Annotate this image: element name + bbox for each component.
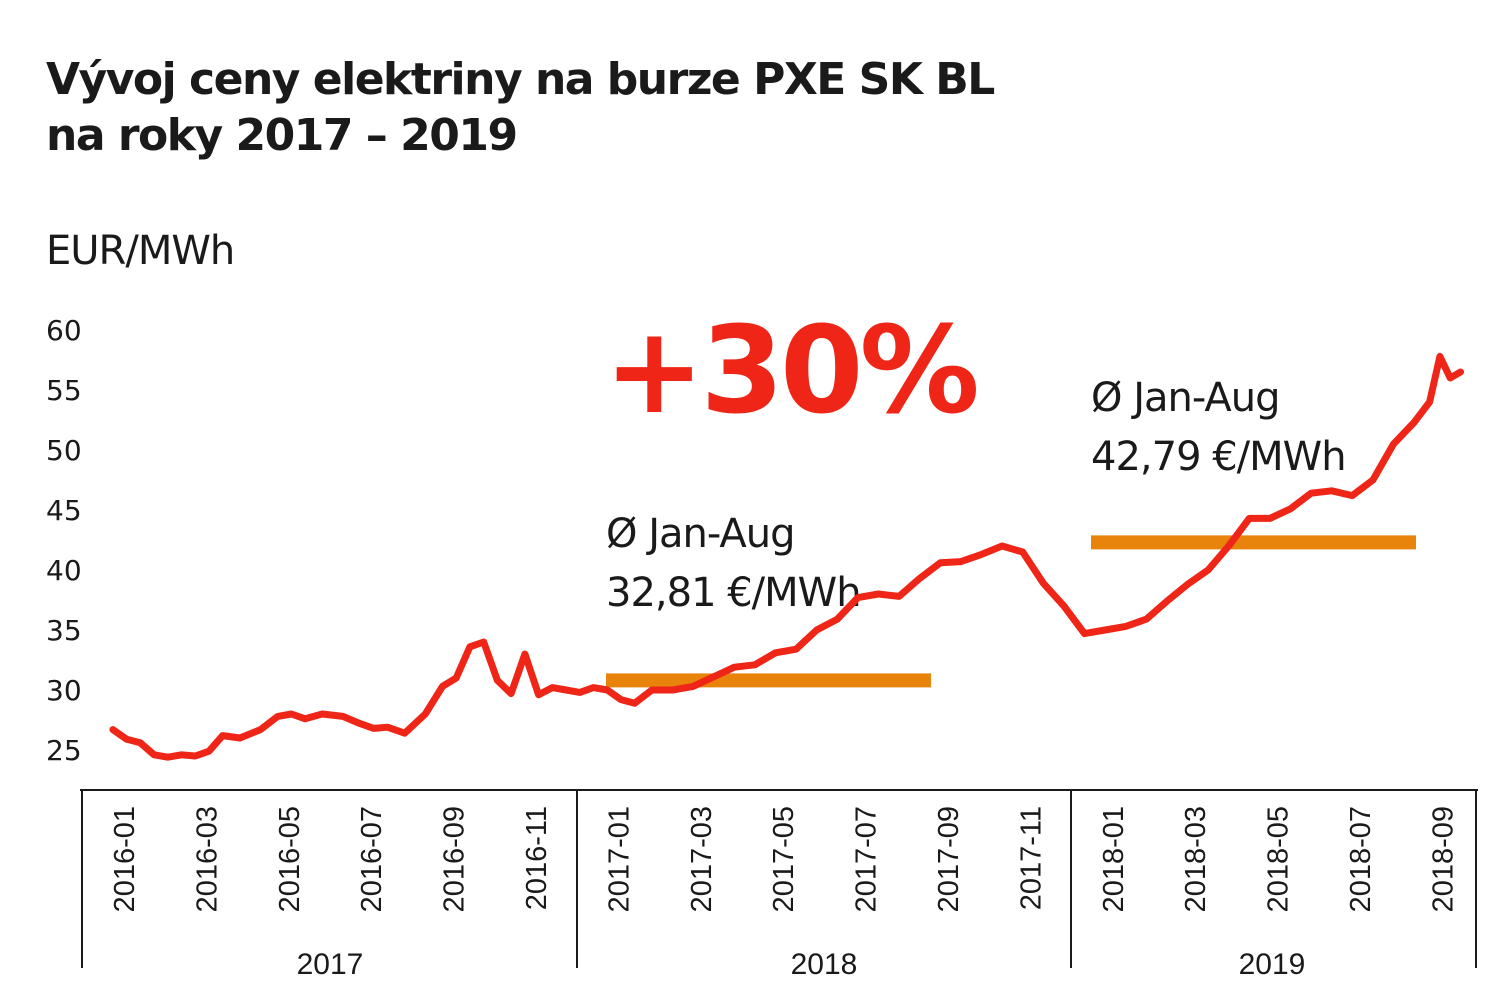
year-group-label: 2017: [297, 948, 364, 981]
y-tick-label: 50: [46, 434, 82, 467]
x-tick-label: 2018-09: [1427, 806, 1459, 912]
chart-title: Vývoj ceny elektriny na burze PXE SK BL …: [46, 52, 995, 164]
x-tick-label: 2017-09: [933, 806, 965, 912]
x-tick-label: 2016-03: [191, 806, 223, 912]
x-tick-label: 2016-05: [274, 806, 306, 912]
x-tick-label: 2017-07: [851, 806, 883, 912]
growth-highlight: +30%: [604, 302, 977, 441]
y-axis-unit: EUR/MWh: [46, 228, 235, 274]
x-tick-label: 2018-05: [1263, 806, 1295, 912]
year-group-label: 2018: [791, 948, 858, 981]
x-tick-label: 2016-07: [356, 806, 388, 912]
x-tick-label: 2018-03: [1180, 806, 1212, 912]
average-label: Ø Jan-Aug: [1091, 375, 1280, 421]
x-tick-label: 2016-09: [439, 806, 471, 912]
average-value-label: 42,79 €/MWh: [1091, 434, 1346, 480]
chart-title-line-2: na roky 2017 – 2019: [46, 110, 518, 161]
y-tick-label: 55: [46, 374, 82, 407]
y-tick-label: 60: [46, 314, 82, 347]
y-tick-label: 35: [46, 614, 82, 647]
average-label: Ø Jan-Aug: [606, 511, 795, 557]
x-tick-label: 2017-05: [768, 806, 800, 912]
y-tick-label: 40: [46, 554, 82, 587]
x-tick-label: 2017-03: [686, 806, 718, 912]
x-tick-label: 2016-11: [521, 806, 553, 910]
x-tick-label: 2016-01: [109, 806, 141, 912]
y-tick-label: 25: [46, 734, 82, 767]
x-tick-label: 2018-01: [1098, 806, 1130, 912]
chart-title-line-1: Vývoj ceny elektriny na burze PXE SK BL: [46, 54, 995, 105]
y-tick-label: 45: [46, 494, 82, 527]
x-tick-label: 2017-01: [603, 806, 635, 912]
x-tick-label: 2018-07: [1345, 806, 1377, 912]
year-group-label: 2019: [1239, 948, 1306, 981]
average-value-label: 32,81 €/MWh: [606, 570, 861, 616]
y-tick-label: 30: [46, 674, 82, 707]
price-series-line: [109, 352, 1464, 761]
x-tick-label: 2017-11: [1015, 806, 1047, 910]
